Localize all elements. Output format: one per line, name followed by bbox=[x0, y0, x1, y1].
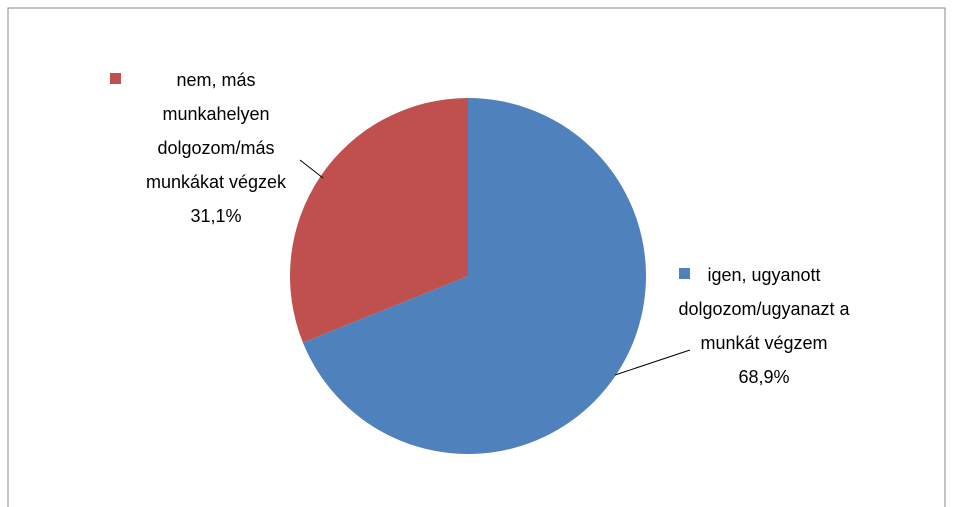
pie-slice bbox=[302, 98, 646, 455]
category-label: nem, más munkahelyen dolgozom/más munkák… bbox=[145, 70, 287, 192]
data-label: igen, ugyanott dolgozom/ugyanazt a munká… bbox=[678, 258, 850, 394]
leader-line bbox=[299, 159, 324, 179]
value-label: 31,1% bbox=[190, 206, 242, 226]
data-label: nem, más munkahelyen dolgozom/más munkák… bbox=[130, 63, 302, 233]
legend-swatch bbox=[679, 268, 690, 279]
value-label: 68,9% bbox=[738, 367, 790, 387]
legend-swatch bbox=[110, 73, 121, 84]
leader-line bbox=[614, 349, 691, 376]
pie-slice bbox=[290, 98, 468, 343]
category-label: igen, ugyanott dolgozom/ugyanazt a munká… bbox=[678, 265, 850, 353]
chart-border bbox=[7, 7, 946, 507]
